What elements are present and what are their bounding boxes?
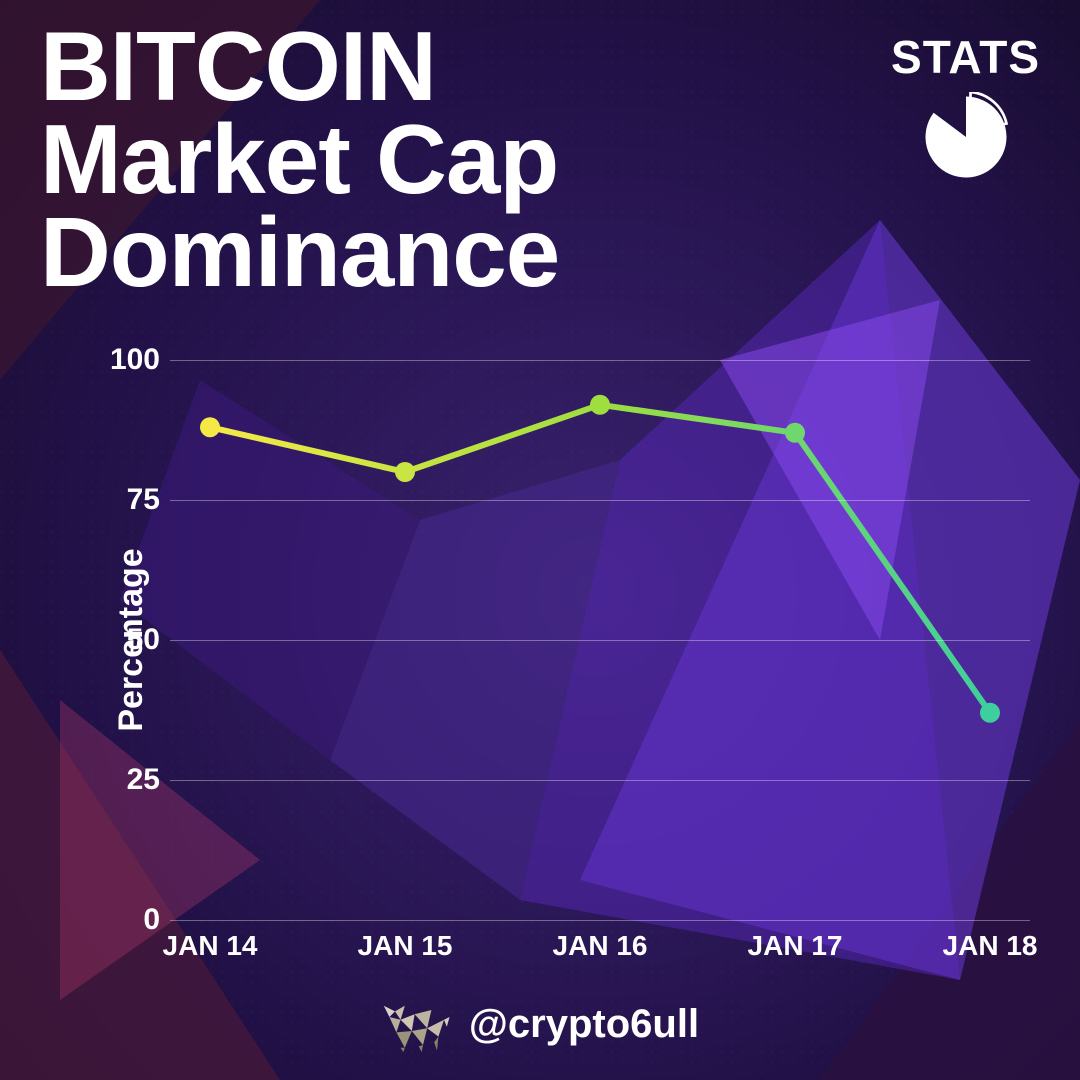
plot-area: 0255075100JAN 14JAN 15JAN 16JAN 17JAN 18 — [170, 360, 1030, 920]
x-tick: JAN 14 — [163, 930, 258, 962]
gridline — [170, 920, 1030, 921]
title-line-2: Market Cap — [40, 113, 559, 206]
data-point — [200, 417, 220, 437]
data-line — [210, 405, 990, 713]
x-tick: JAN 16 — [553, 930, 648, 962]
data-point — [785, 423, 805, 443]
y-tick: 100 — [100, 343, 160, 377]
y-tick: 0 — [100, 903, 160, 937]
stats-label: STATS — [891, 30, 1040, 84]
y-tick: 25 — [100, 763, 160, 797]
footer: @crypto6ull — [0, 996, 1080, 1052]
data-point — [395, 462, 415, 482]
stats-badge: STATS — [891, 30, 1040, 187]
title-line-1: BITCOIN — [40, 20, 559, 113]
pie-chart-icon — [921, 92, 1011, 182]
gridline — [170, 500, 1030, 501]
x-tick: JAN 15 — [358, 930, 453, 962]
y-tick: 75 — [100, 483, 160, 517]
social-handle: @crypto6ull — [469, 1002, 699, 1047]
gridline — [170, 360, 1030, 361]
data-point — [980, 703, 1000, 723]
y-tick: 50 — [100, 623, 160, 657]
line-chart: Percentage 0255075100JAN 14JAN 15JAN 16J… — [90, 360, 1030, 920]
x-tick: JAN 18 — [943, 930, 1038, 962]
page-title: BITCOIN Market Cap Dominance — [40, 20, 559, 299]
gridline — [170, 640, 1030, 641]
data-point — [590, 395, 610, 415]
gridline — [170, 780, 1030, 781]
x-tick: JAN 17 — [748, 930, 843, 962]
title-line-3: Dominance — [40, 206, 559, 299]
bull-icon — [381, 996, 451, 1052]
